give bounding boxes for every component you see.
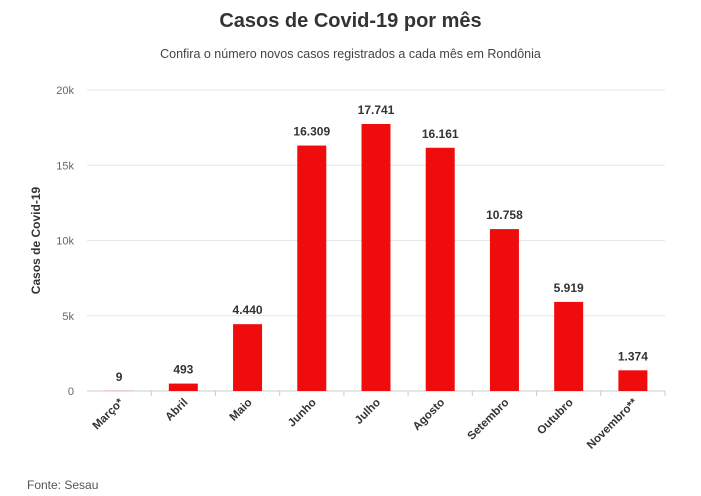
bar [168,383,198,391]
data-label: 4.440 [233,303,263,317]
bars [104,123,648,391]
x-tick-label: Agosto [411,397,447,433]
bar [297,145,327,391]
y-tick-label: 15k [56,160,74,172]
x-tick-label: Maio [228,397,255,424]
y-tick-label: 10k [56,236,74,248]
bar [233,324,263,391]
y-axis-label: Casos de Covid-19 [29,186,43,294]
y-tick-label: 5k [62,311,74,323]
source-note: Fonte: Sesau [27,478,99,492]
x-tick-label: Setembro [466,397,512,443]
y-tick-label: 20k [56,85,74,97]
data-labels: 9 493 4.440 16.309 17.741 16.161 10.758 5.919 1.… [116,103,648,384]
chart-subtitle: Confira o número novos casos registrados… [160,47,541,61]
data-label: 5.919 [554,281,584,295]
x-tick-label: Março* [91,396,127,432]
y-tick-label: 0 [68,386,74,398]
data-label: 16.309 [293,125,330,139]
data-label: 9 [116,370,123,384]
bar [425,147,455,391]
bar [361,123,391,391]
x-tick-label: Junho [286,397,319,430]
x-tick-label: Abril [163,397,190,424]
bar [554,301,584,391]
bar [618,370,648,391]
data-label: 16.161 [422,127,459,141]
data-label: 10.758 [486,208,523,222]
y-tick-labels: 0 5k 10k 15k 20k [56,85,74,398]
x-tick-label: Julho [353,397,383,427]
x-tick-label: Novembro** [585,396,640,451]
data-label: 1.374 [618,349,648,363]
data-label: 493 [173,363,193,377]
bar [489,229,519,391]
x-tick-labels: Março* Abril Maio Junho Julho Agosto Setembro O… [91,391,666,452]
chart-title: Casos de Covid-19 por mês [219,10,482,32]
x-tick-label: Outubro [535,397,576,438]
data-label: 17.741 [358,103,395,117]
